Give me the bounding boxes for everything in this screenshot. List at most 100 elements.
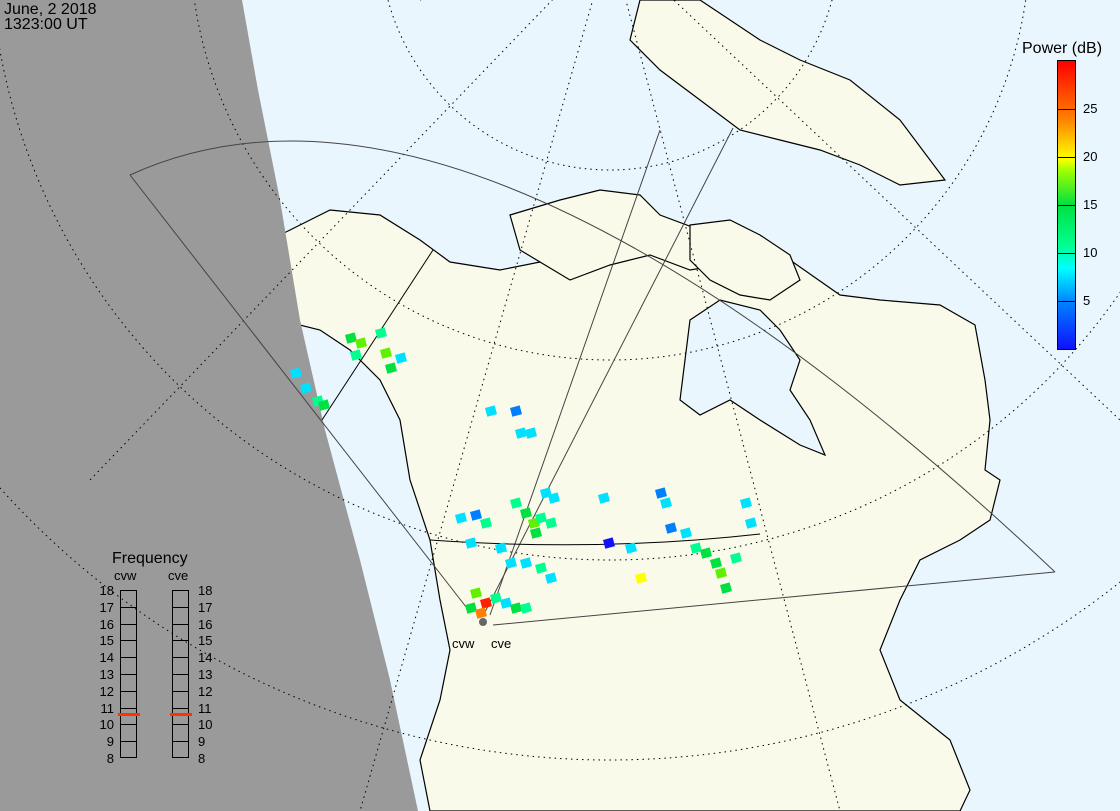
frequency-label-left: 12 xyxy=(99,683,114,699)
radar-echo-cell xyxy=(624,542,637,554)
greenland xyxy=(629,0,947,186)
colorbar-tick xyxy=(1058,253,1075,254)
radar-echo-cell xyxy=(548,492,560,504)
frequency-gridline xyxy=(172,640,189,642)
radar-echo-cell xyxy=(530,527,542,539)
frequency-gridline xyxy=(120,657,137,659)
radar-echo-cell xyxy=(465,537,477,549)
frequency-title: Frequency xyxy=(112,550,188,567)
radar-echo-cell xyxy=(714,567,727,579)
radar-echo-cell xyxy=(520,602,532,614)
colorbar-tick-label: 5 xyxy=(1083,293,1091,308)
frequency-gridline xyxy=(172,690,189,692)
colorbar-tick xyxy=(1058,109,1075,110)
frequency-label-left: 15 xyxy=(99,633,114,649)
frequency-gridline xyxy=(120,606,137,608)
frequency-label-right: 16 xyxy=(198,616,213,632)
frequency-marker xyxy=(118,713,140,717)
radar-echo-cell xyxy=(544,517,557,529)
frequency-label-right: 14 xyxy=(198,650,213,666)
radar-echo-cell xyxy=(455,512,467,524)
radar-echo-cell xyxy=(385,362,397,374)
radar-echo-cell xyxy=(394,352,407,364)
radar-echo-cell xyxy=(535,562,547,574)
radar-echo-cell xyxy=(534,512,547,524)
frequency-label-right: 10 xyxy=(198,717,213,733)
frequency-label-left: 11 xyxy=(100,700,115,716)
frequency-label-right: 9 xyxy=(198,734,206,750)
frequency-gridline xyxy=(172,741,189,743)
radar-echo-cell xyxy=(504,557,517,569)
radar-echo-cell xyxy=(464,602,477,614)
radar-echo-cell xyxy=(485,405,497,417)
radar-echo-cell xyxy=(602,537,615,549)
frequency-gridline xyxy=(172,657,189,659)
colorbar-tick xyxy=(1058,301,1075,302)
frequency-label-left: 16 xyxy=(99,616,114,632)
frequency-label-left: 18 xyxy=(99,583,114,598)
frequency-label-right: 18 xyxy=(198,583,213,598)
time-label: 1323:00 UT xyxy=(4,16,88,33)
radar-echo-cell xyxy=(474,607,487,619)
radar-echo-cell xyxy=(519,557,532,569)
radar-echo-cell xyxy=(479,597,492,609)
hudson-bay xyxy=(679,299,827,457)
radar-echo-cell xyxy=(659,497,672,509)
radar-echo-cell xyxy=(634,572,647,584)
radar-echo-cell xyxy=(480,517,492,529)
frequency-label-right: 8 xyxy=(198,751,206,766)
frequency-gridline xyxy=(120,690,137,692)
radar-echo-cell xyxy=(664,522,677,534)
colorbar-title: Power (dB) xyxy=(1022,40,1103,57)
radar-echo-cell xyxy=(544,572,557,584)
radar-echo-cell xyxy=(499,597,512,609)
frequency-label-right: 13 xyxy=(198,667,213,682)
colorbar-tick xyxy=(1058,157,1075,158)
radar-echo-cell xyxy=(690,542,702,554)
radar-echo-cell xyxy=(510,497,522,509)
radar-site-marker xyxy=(479,618,487,626)
radar-echo-cell xyxy=(290,367,302,379)
freq-radar-cvw: cvw xyxy=(114,568,137,583)
frequency-gridline xyxy=(120,640,137,642)
frequency-label-right: 11 xyxy=(198,700,212,716)
radar-echo-cell xyxy=(700,547,712,559)
frequency-gridline xyxy=(172,674,189,675)
radar-echo-cell xyxy=(598,492,610,504)
frequency-gridline xyxy=(120,724,137,726)
frequency-gridline xyxy=(120,707,137,709)
frequency-label-left: 14 xyxy=(99,650,114,666)
baffin-island xyxy=(689,219,801,301)
radar-echo-cell xyxy=(318,399,330,411)
radar-echo-cell xyxy=(489,592,502,604)
radar-echo-cell xyxy=(350,349,362,361)
radar-echo-cell xyxy=(510,602,522,614)
frequency-gridline xyxy=(172,623,189,625)
radar-label-cve: cve xyxy=(491,636,512,651)
radar-label-cvw: cvw xyxy=(452,636,475,651)
radar-echo-cell xyxy=(720,582,732,594)
radar-echo-cell xyxy=(740,497,752,509)
colorbar-tick xyxy=(1058,205,1075,206)
frequency-gridline xyxy=(172,724,189,726)
colorbar-tick-label: 15 xyxy=(1083,197,1098,212)
radar-echoes xyxy=(290,327,757,619)
radar-echo-cell xyxy=(525,427,537,439)
frequency-label-right: 12 xyxy=(198,683,213,699)
radar-echo-cell xyxy=(514,427,527,439)
radar-echo-cell xyxy=(710,557,722,569)
radar-echo-cell xyxy=(680,527,692,539)
frequency-label-left: 13 xyxy=(99,667,114,682)
colorbar-tick-label: 20 xyxy=(1083,149,1098,164)
frequency-label-right: 15 xyxy=(198,633,213,649)
night-region xyxy=(0,0,418,811)
radar-echo-cell xyxy=(520,507,532,519)
frequency-label-left: 17 xyxy=(99,599,114,615)
colorbar-tick-label: 10 xyxy=(1083,245,1098,260)
frequency-label-left: 9 xyxy=(106,734,114,750)
frequency-label-left: 10 xyxy=(99,717,114,733)
radar-echo-cell xyxy=(470,509,482,521)
radar-echo-cell xyxy=(494,542,507,554)
